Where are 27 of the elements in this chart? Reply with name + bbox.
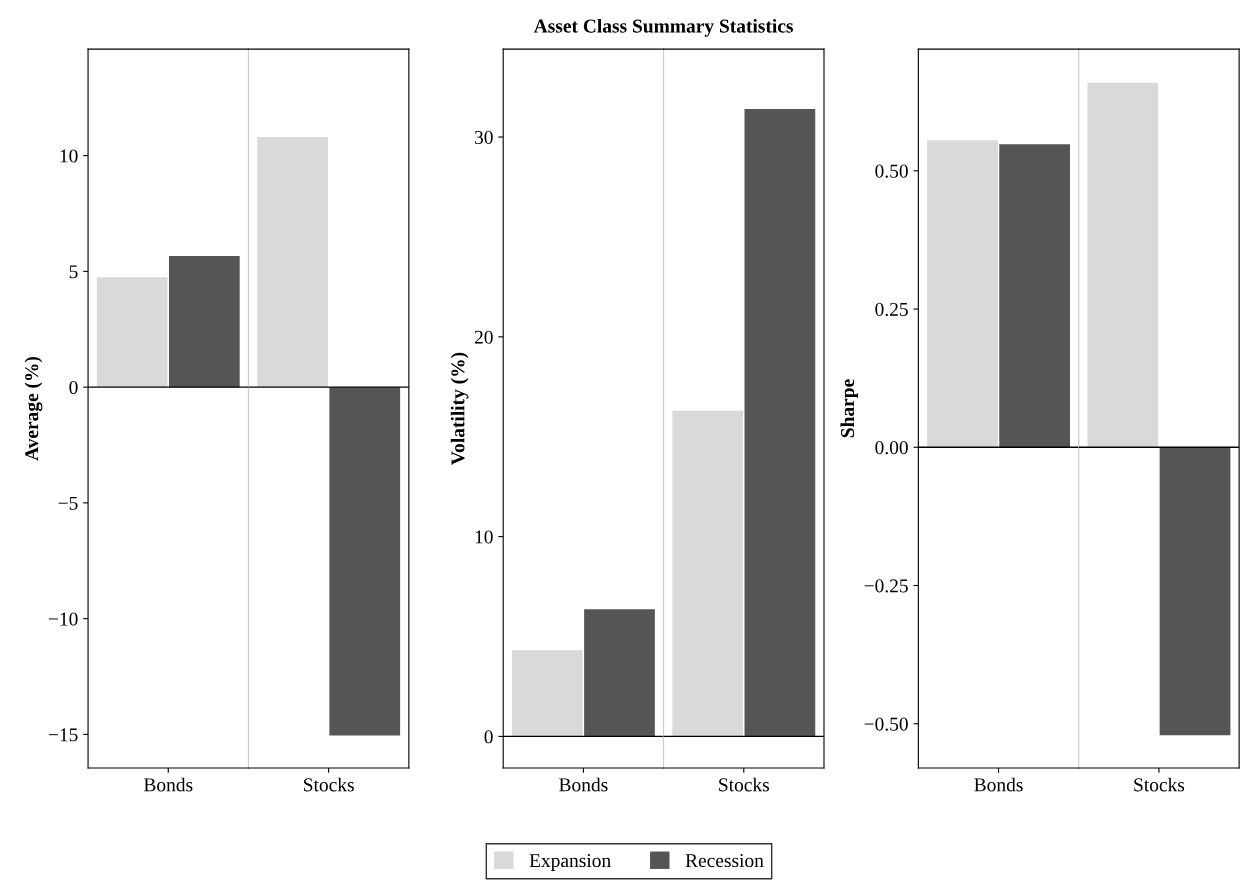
y-tick-label: 5	[69, 265, 78, 279]
y-axis-title: Sharpe	[840, 379, 859, 438]
y-tick-label: −10	[48, 612, 78, 626]
y-tick-label: 0	[69, 380, 78, 395]
x-tick-label: Stocks	[1134, 777, 1185, 792]
y-tick-label: 0	[484, 730, 493, 744]
y-tick-label: 10	[60, 149, 78, 163]
x-tick-label: Bonds	[143, 777, 193, 792]
y-tick-label: 30	[474, 130, 493, 144]
y-tick-label: 10	[475, 530, 493, 544]
y-tick-label: 0.50	[875, 164, 908, 178]
x-tick-label: Bonds	[974, 777, 1023, 792]
y-tick-label: −15	[48, 728, 78, 742]
legend-label: Recession	[685, 854, 764, 868]
x-tick-label: Bonds	[559, 777, 608, 792]
x-tick-label: Stocks	[304, 777, 354, 792]
x-tick-label: Stocks	[719, 777, 770, 792]
y-axis-title: Average (%)	[24, 356, 43, 461]
y-tick-label: −5	[58, 496, 78, 510]
legend-label: Expansion	[529, 854, 611, 872]
y-tick-label: 0.00	[875, 441, 908, 455]
y-axis-title: Volatility (%)	[450, 352, 469, 465]
y-tick-label: −0.25	[864, 579, 908, 593]
y-tick-label: −0.50	[864, 717, 908, 731]
y-tick-label: 20	[474, 330, 493, 344]
chart-title: Asset Class Summary Statistics	[533, 18, 794, 37]
y-tick-label: 0.25	[875, 302, 908, 317]
